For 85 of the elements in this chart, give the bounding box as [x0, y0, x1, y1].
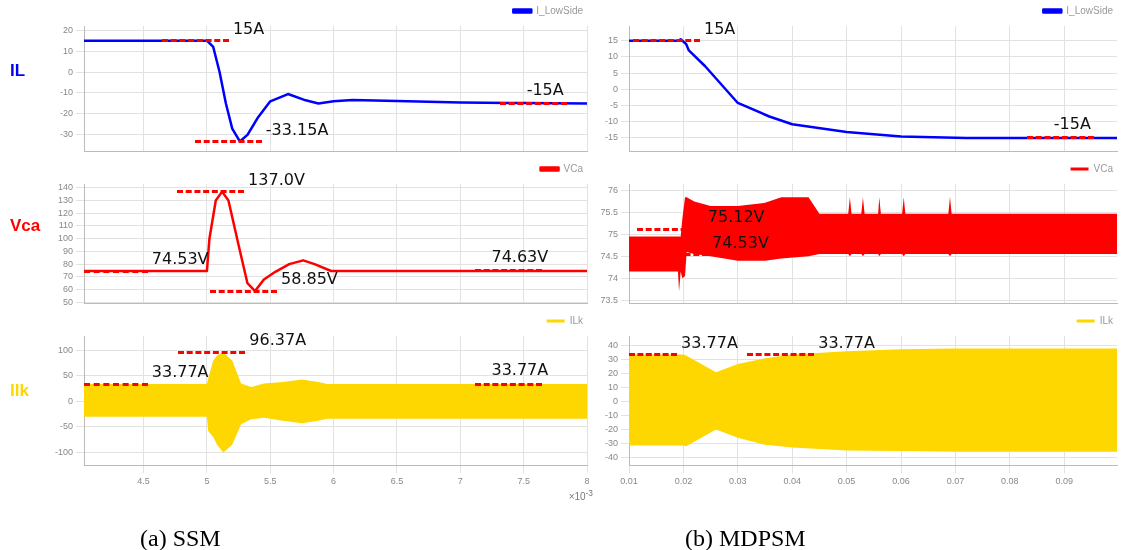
- x-tick-label: 6.5: [390, 476, 404, 487]
- y-tick-label: 0: [67, 66, 73, 77]
- y-tick-label: 10: [607, 382, 618, 393]
- y-tick-label: 74.5: [600, 250, 618, 261]
- y-tick-label: 30: [607, 354, 618, 365]
- x-tick-label: 5.5: [263, 476, 277, 487]
- y-tick-label: 90: [62, 245, 73, 256]
- x-tick-label: 0.09: [1055, 476, 1073, 487]
- y-axis-title: IL: [10, 61, 26, 81]
- legend-label: ILk: [1099, 314, 1114, 326]
- y-tick-label: 130: [57, 195, 73, 206]
- x-tick-label: 0.07: [946, 476, 965, 487]
- x-tick-label: 6: [331, 476, 337, 487]
- x-tick-label: 8: [584, 476, 590, 487]
- y-tick-label: 140: [57, 182, 73, 193]
- annotation: 137.0V: [248, 169, 305, 189]
- y-tick-label: 75: [607, 228, 618, 239]
- y-tick-label: -40: [604, 451, 618, 462]
- y-tick-label: -20: [604, 423, 618, 434]
- y-tick-label: -30: [604, 437, 618, 448]
- x-tick-label: 0.01: [620, 476, 638, 487]
- y-tick-label: -10: [59, 87, 73, 98]
- y-tick-label: 10: [607, 51, 618, 62]
- y-tick-label: 120: [57, 207, 73, 218]
- x-tick-label: 0.06: [892, 476, 910, 487]
- y-tick-label: 50: [62, 370, 73, 381]
- legend-label: VCa: [563, 162, 584, 174]
- y-tick-label: 76: [607, 185, 618, 196]
- x-tick-label: 7.5: [517, 476, 530, 487]
- y-tick-label: 15: [607, 35, 618, 46]
- annotation: 58.85V: [281, 269, 338, 289]
- y-tick-label: 70: [62, 271, 73, 282]
- annotation: 33.77A: [818, 332, 876, 352]
- annotation: 33.77A: [151, 362, 209, 382]
- legend-label: I_LowSide: [1066, 4, 1114, 16]
- legend-label: I_LowSide: [536, 4, 584, 16]
- x-tick-label: 7: [457, 476, 463, 487]
- x-tick-label: 0.05: [837, 476, 856, 487]
- y-tick-label: -5: [609, 99, 618, 110]
- annotation: 15A: [703, 18, 736, 38]
- x-tick-label: 0.03: [729, 476, 747, 487]
- y-tick-label: 100: [57, 344, 73, 355]
- y-tick-label: -10: [604, 115, 618, 126]
- annotation: -15A: [1053, 113, 1091, 133]
- y-tick-label: -30: [59, 129, 73, 140]
- y-tick-label: 50: [62, 296, 73, 307]
- annotation: 75.12V: [707, 207, 765, 227]
- x-tick-label: 0.04: [783, 476, 801, 487]
- y-tick-label: 5: [612, 67, 618, 78]
- annotation: -15A: [526, 79, 564, 99]
- y-tick-label: -100: [54, 446, 73, 457]
- y-tick-label: 60: [62, 284, 73, 295]
- y-tick-label: 74: [607, 272, 618, 283]
- y-tick-label: -10: [604, 410, 618, 421]
- x-tick-label: 4.5: [137, 476, 150, 487]
- x-tick-label: 0.02: [674, 476, 693, 487]
- y-tick-label: 40: [607, 340, 618, 351]
- text: ×10$^{-3}$: [568, 488, 593, 503]
- x-tick-label: 0.08: [1001, 476, 1019, 487]
- y-axis-title: Ilk: [10, 381, 29, 401]
- legend-label: ILk: [569, 314, 584, 326]
- y-tick-label: -50: [59, 421, 73, 432]
- y-tick-label: -20: [59, 108, 73, 119]
- y-tick-label: 100: [57, 233, 73, 244]
- annotation: 74.63V: [491, 247, 549, 267]
- annotation: 33.77A: [681, 332, 738, 352]
- y-tick-label: -15: [604, 131, 618, 142]
- annotation: 96.37A: [249, 330, 307, 350]
- annotation: -33.15A: [265, 119, 329, 139]
- y-tick-label: 20: [607, 368, 618, 379]
- y-tick-label: 75.5: [600, 206, 618, 217]
- annotation: 74.53V: [712, 233, 769, 253]
- y-tick-label: 80: [62, 258, 73, 269]
- y-tick-label: 73.5: [600, 294, 618, 305]
- y-tick-label: 20: [62, 24, 73, 35]
- y-tick-label: 10: [62, 45, 73, 56]
- y-tick-label: 0: [612, 396, 618, 407]
- y-tick-label: 110: [58, 220, 73, 231]
- legend-label: VCa: [1093, 162, 1114, 174]
- y-tick-label: 0: [67, 395, 73, 406]
- y-tick-label: 0: [612, 83, 618, 94]
- y-axis-title: Vca: [10, 216, 41, 236]
- x-tick-label: 5: [204, 476, 210, 487]
- annotation: 15A: [232, 18, 265, 38]
- annotation: 33.77A: [491, 360, 549, 380]
